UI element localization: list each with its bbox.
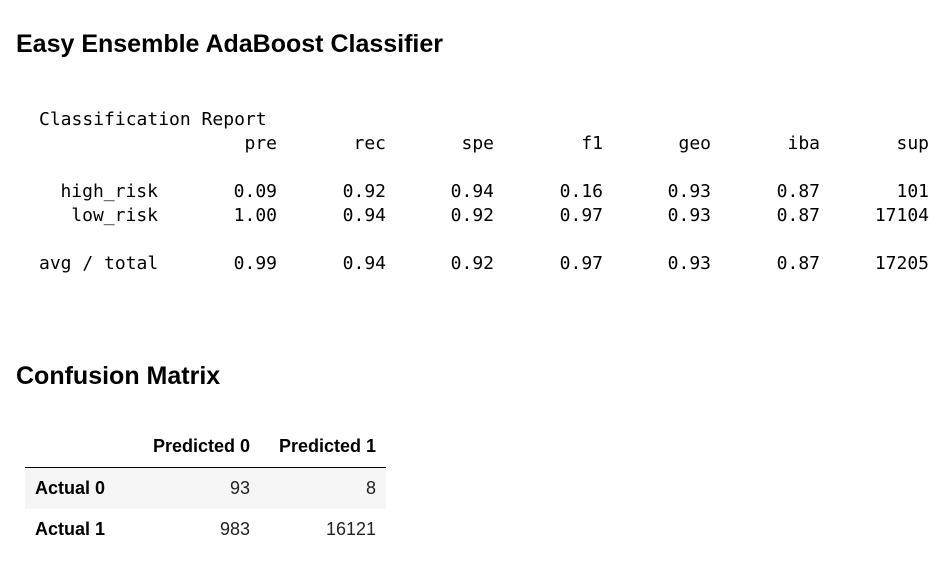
table-header-row: Predicted 0 Predicted 1 xyxy=(25,426,386,468)
report-total-cell: 0.92 xyxy=(450,253,494,274)
confusion-matrix-table: Predicted 0 Predicted 1 Actual 0 93 8 Ac… xyxy=(25,426,386,550)
report-column-header: spe xyxy=(461,133,494,154)
table-row: Actual 0 93 8 xyxy=(25,467,386,509)
report-caption-line: Classification Report xyxy=(39,108,267,132)
report-cell: 0.94 xyxy=(342,205,386,226)
report-cell: 0.93 xyxy=(667,181,711,202)
page-title: Easy Ensemble AdaBoost Classifier xyxy=(16,30,444,58)
confusion-matrix-title: Confusion Matrix xyxy=(16,362,221,390)
table-cell: 8 xyxy=(365,478,376,498)
report-cell: 17104 xyxy=(874,205,929,226)
report-cell: 0.87 xyxy=(776,205,820,226)
report-cell: 0.92 xyxy=(342,181,386,202)
report-caption: Classification Report xyxy=(39,109,267,130)
report-column-header: pre xyxy=(244,133,277,154)
report-header-row: pre rec spe f1 geo iba sup xyxy=(39,132,929,156)
report-row-label: high_risk xyxy=(60,181,158,202)
report-cell: 0.92 xyxy=(450,205,494,226)
corner-cell xyxy=(25,426,133,468)
table-cell: 93 xyxy=(229,478,250,498)
report-column-header: iba xyxy=(787,133,820,154)
report-spacer xyxy=(39,228,82,252)
row-header: Actual 0 xyxy=(35,478,106,498)
report-column-header: geo xyxy=(678,133,711,154)
report-total-cell: 0.93 xyxy=(667,253,711,274)
report-cell: 0.97 xyxy=(559,205,603,226)
report-total-cell: 0.87 xyxy=(776,253,820,274)
classification-report: Classification Report pre rec spe f1 geo… xyxy=(39,108,929,276)
report-total-cell: 0.94 xyxy=(342,253,386,274)
report-spacer xyxy=(39,156,82,180)
report-column-header: rec xyxy=(353,133,386,154)
report-total-label: avg / total xyxy=(39,253,159,274)
report-cell: 1.00 xyxy=(233,205,277,226)
report-cell: 0.93 xyxy=(667,205,711,226)
report-row: high_risk 0.09 0.92 0.94 0.16 0.93 0.87 … xyxy=(39,180,929,204)
report-cell: 101 xyxy=(896,181,929,202)
report-total-row: avg / total 0.99 0.94 0.92 0.97 0.93 0.8… xyxy=(39,252,929,276)
report-total-cell: 17205 xyxy=(874,253,929,274)
table-row: Actual 1 983 16121 xyxy=(25,509,386,550)
report-row-label: low_risk xyxy=(71,205,158,226)
report-row: low_risk 1.00 0.94 0.92 0.97 0.93 0.87 1… xyxy=(39,204,929,228)
column-header: Predicted 1 xyxy=(260,426,386,468)
report-cell: 0.09 xyxy=(233,181,277,202)
report-column-header: f1 xyxy=(581,133,603,154)
table-cell: 16121 xyxy=(325,519,376,539)
report-total-cell: 0.99 xyxy=(233,253,277,274)
report-cell: 0.94 xyxy=(450,181,494,202)
report-total-cell: 0.97 xyxy=(559,253,603,274)
report-cell: 0.16 xyxy=(559,181,603,202)
report-cell: 0.87 xyxy=(776,181,820,202)
table-cell: 983 xyxy=(219,519,250,539)
row-header: Actual 1 xyxy=(35,519,106,539)
column-header: Predicted 0 xyxy=(133,426,260,468)
report-column-header: sup xyxy=(896,133,929,154)
